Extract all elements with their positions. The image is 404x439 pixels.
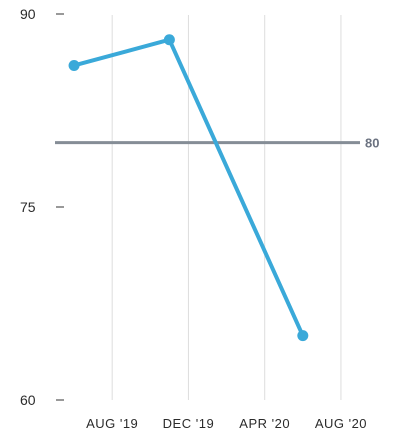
y-tick-label: 60 bbox=[20, 392, 36, 408]
x-tick-label: DEC '19 bbox=[163, 416, 215, 431]
data-point[interactable] bbox=[163, 34, 175, 46]
x-tick-label: APR '20 bbox=[239, 416, 290, 431]
y-tick-label: 90 bbox=[20, 6, 36, 22]
series-group bbox=[68, 34, 309, 342]
x-tick-label: AUG '20 bbox=[315, 416, 367, 431]
data-point[interactable] bbox=[68, 59, 80, 71]
axes: AUG '19 DEC '19 APR '20 AUG '20 90 75 60 bbox=[20, 6, 367, 431]
gridlines bbox=[111, 15, 342, 400]
reference-line-label: 80 bbox=[365, 136, 379, 151]
y-tick-label: 75 bbox=[20, 199, 36, 215]
x-tick-label: AUG '19 bbox=[86, 416, 138, 431]
data-point[interactable] bbox=[297, 330, 309, 342]
reference-line-group: 80 bbox=[55, 136, 379, 151]
